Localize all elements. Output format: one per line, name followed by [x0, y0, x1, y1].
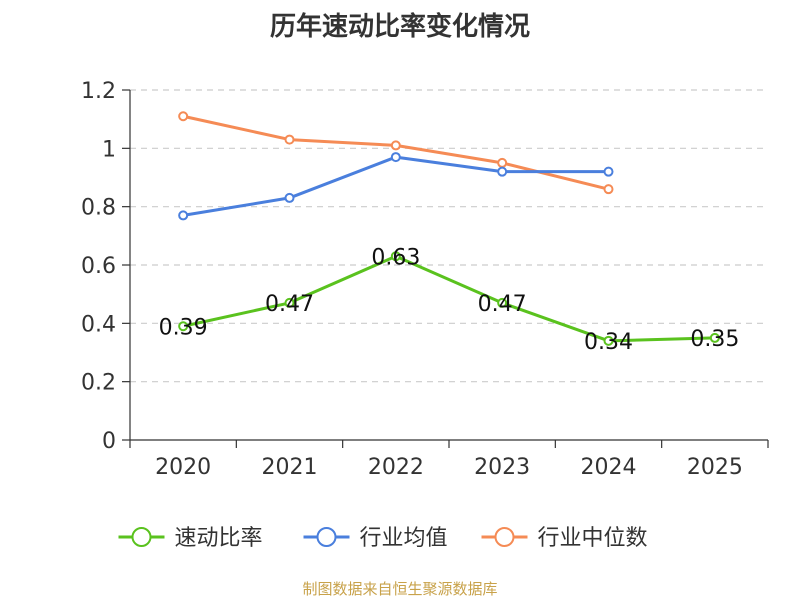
- x-tick-label: 2024: [581, 455, 637, 480]
- legend-marker-icon: [316, 527, 337, 547]
- data-label: 0.35: [690, 327, 739, 352]
- data-label: 0.47: [265, 292, 314, 317]
- y-tick-label: 1: [102, 137, 116, 162]
- legend-label: 行业中位数: [538, 526, 648, 551]
- legend-label: 速动比率: [175, 526, 263, 551]
- data-point[interactable]: [497, 297, 508, 308]
- x-tick-label: 2025: [687, 455, 743, 480]
- data-point[interactable]: [603, 166, 614, 177]
- data-point[interactable]: [284, 297, 295, 308]
- x-tick-label: 2021: [262, 455, 318, 480]
- data-point[interactable]: [603, 184, 614, 195]
- grid-layer: [130, 89, 768, 383]
- y-tick-label: 0.2: [81, 371, 116, 396]
- data-point[interactable]: [178, 111, 189, 122]
- data-point[interactable]: [709, 332, 720, 343]
- data-point[interactable]: [178, 210, 189, 221]
- data-point[interactable]: [390, 251, 401, 262]
- data-point[interactable]: [390, 152, 401, 163]
- series-layer: [178, 111, 720, 346]
- y-tick-label: 0.4: [81, 312, 116, 337]
- data-point[interactable]: [603, 335, 614, 346]
- legend[interactable]: 速动比率 行业均值 行业中位数: [118, 526, 648, 551]
- data-point[interactable]: [284, 192, 295, 203]
- y-tick-label: 1.2: [81, 79, 116, 104]
- legend-marker-icon: [131, 527, 152, 547]
- data-point[interactable]: [497, 157, 508, 168]
- chart-title: 历年速动比率变化情况: [269, 12, 530, 42]
- data-point[interactable]: [284, 134, 295, 145]
- data-label: 0.47: [478, 292, 527, 317]
- data-label: 0.39: [159, 315, 208, 340]
- axis-layer: 0 0.2 0.4 0.6 0.8 1 1.2 2020 2021 2022 2023 2024 202…: [81, 79, 769, 480]
- x-tick-label: 2022: [368, 455, 424, 480]
- legend-item-0[interactable]: 速动比率: [118, 526, 263, 551]
- label-layer: 0.39 0.47 0.63 0.47 0.34 0.35: [159, 245, 740, 355]
- legend-item-1[interactable]: 行业均值: [303, 526, 448, 551]
- legend-label: 行业均值: [360, 526, 448, 551]
- series-line-0: [182, 254, 715, 343]
- legend-item-2[interactable]: 行业中位数: [481, 526, 648, 551]
- legend-marker-icon: [494, 527, 515, 547]
- y-tick-label: 0: [102, 429, 116, 454]
- y-tick-label: 0.8: [81, 196, 116, 221]
- y-tick-label: 0.6: [81, 254, 116, 279]
- data-label: 0.34: [584, 330, 633, 355]
- source-note: 制图数据来自恒生聚源数据库: [302, 580, 498, 598]
- x-tick-label: 2020: [155, 455, 211, 480]
- data-point[interactable]: [497, 166, 508, 177]
- x-tick-label: 2023: [474, 455, 530, 480]
- data-point[interactable]: [178, 321, 189, 332]
- data-label: 0.63: [371, 245, 420, 270]
- data-point[interactable]: [390, 140, 401, 151]
